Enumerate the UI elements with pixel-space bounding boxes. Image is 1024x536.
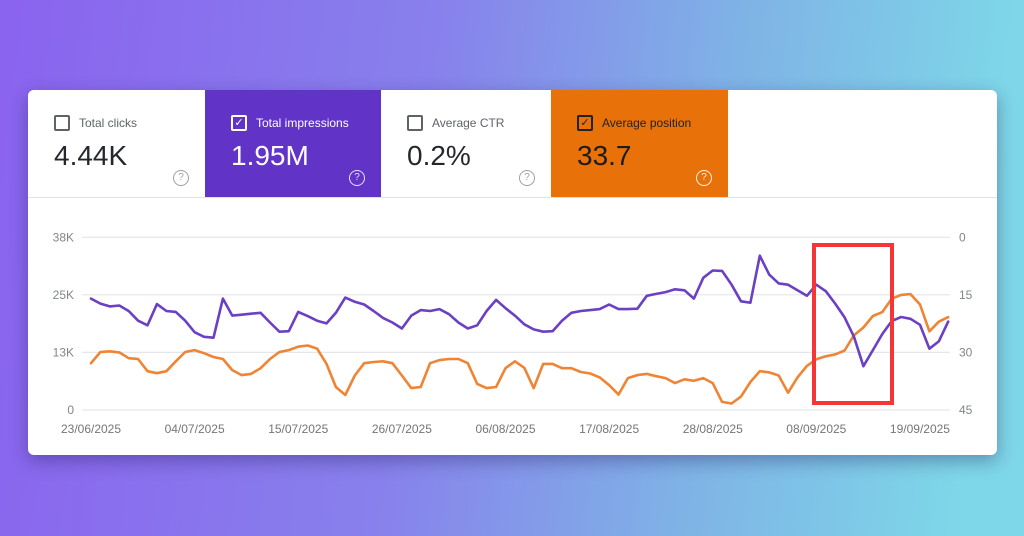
total-impressions-label: Total impressions <box>256 116 349 130</box>
metric-average-ctr[interactable]: Average CTR 0.2% ? <box>381 90 551 197</box>
help-icon[interactable]: ? <box>696 170 712 186</box>
annotation-rectangle <box>812 243 894 405</box>
average-position-value: 33.7 <box>577 140 632 171</box>
metric-average-position[interactable]: Average position 33.7 ? <box>551 90 728 197</box>
average-position-label: Average position <box>602 116 692 130</box>
right-axis-tick: 15 <box>959 288 973 302</box>
total-impressions-line <box>89 254 950 368</box>
x-axis-tick: 04/07/2025 <box>165 422 225 436</box>
total-clicks-checkbox[interactable] <box>54 115 70 131</box>
left-axis-tick: 0 <box>67 403 74 417</box>
average-ctr-checkbox[interactable] <box>407 115 423 131</box>
right-axis-tick: 45 <box>959 403 973 417</box>
total-clicks-value: 4.44K <box>54 140 128 171</box>
performance-chart: 38K 25K 13K 0 0 15 30 45 23/06/2025 04/07/2025 15/… <box>28 197 997 455</box>
average-position-checkbox[interactable] <box>577 115 593 131</box>
right-axis-tick: 0 <box>959 230 966 244</box>
x-axis-tick: 23/06/2025 <box>61 422 121 436</box>
x-axis-tick: 06/08/2025 <box>475 422 535 436</box>
total-impressions-value: 1.95M <box>231 140 309 171</box>
metrics-row: Total clicks 4.44K ? Total impressions 1… <box>28 90 997 198</box>
right-axis-tick: 30 <box>959 345 973 359</box>
metric-total-clicks[interactable]: Total clicks 4.44K ? <box>28 90 205 197</box>
chart-canvas: 38K 25K 13K 0 0 15 30 45 23/06/2025 04/07/2025 15/… <box>53 230 973 436</box>
left-axis-tick: 13K <box>53 345 74 359</box>
total-clicks-label: Total clicks <box>79 116 138 130</box>
total-impressions-checkbox[interactable] <box>231 115 247 131</box>
x-axis-tick: 17/08/2025 <box>579 422 639 436</box>
metric-total-impressions[interactable]: Total impressions 1.95M ? <box>205 90 381 197</box>
left-axis-tick: 25K <box>53 288 74 302</box>
average-ctr-label: Average CTR <box>432 116 505 130</box>
left-axis-tick: 38K <box>53 230 74 244</box>
x-axis-tick: 15/07/2025 <box>268 422 328 436</box>
help-icon[interactable]: ? <box>349 170 365 186</box>
x-axis-tick: 28/08/2025 <box>683 422 743 436</box>
average-ctr-value: 0.2% <box>407 140 471 171</box>
average-position-line <box>89 292 950 405</box>
x-axis-tick: 19/09/2025 <box>890 422 950 436</box>
help-icon[interactable]: ? <box>519 170 535 186</box>
help-icon[interactable]: ? <box>173 170 189 186</box>
x-axis-tick: 26/07/2025 <box>372 422 432 436</box>
performance-card: Total clicks 4.44K ? Total impressions 1… <box>28 90 997 455</box>
x-axis-tick: 08/09/2025 <box>786 422 846 436</box>
